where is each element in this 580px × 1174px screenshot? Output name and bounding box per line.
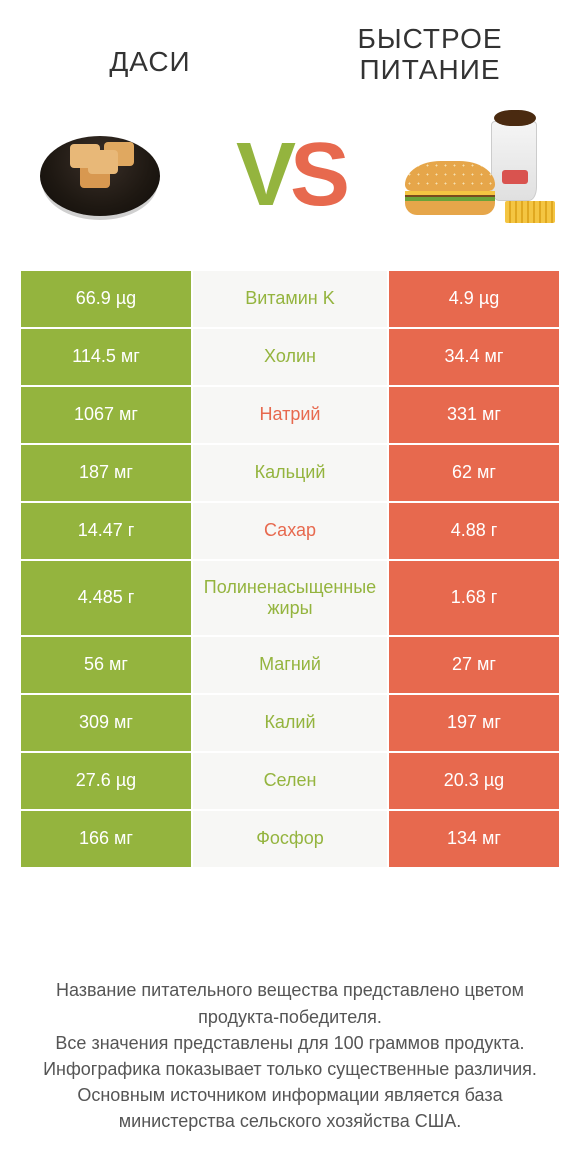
vs-s: S	[290, 124, 344, 227]
cell-right-value: 1.68 г	[389, 561, 559, 637]
cell-right-value: 20.3 µg	[389, 753, 559, 811]
cell-nutrient-label: Селен	[191, 753, 389, 811]
cell-right-value: 62 мг	[389, 445, 559, 503]
cell-left-value: 27.6 µg	[21, 753, 191, 811]
table-row: 4.485 гПолиненасыщенные жиры1.68 г	[21, 561, 559, 637]
cell-right-value: 134 мг	[389, 811, 559, 869]
cell-right-value: 34.4 мг	[389, 329, 559, 387]
footer-line-1: Название питательного вещества представл…	[28, 977, 552, 1029]
burger-icon	[405, 161, 495, 221]
food-image-right	[400, 116, 560, 236]
header-left: ДАСИ	[10, 24, 290, 86]
cell-left-value: 166 мг	[21, 811, 191, 869]
food-image-left	[20, 116, 180, 236]
cell-nutrient-label: Сахар	[191, 503, 389, 561]
table-row: 66.9 µgВитамин K4.9 µg	[21, 271, 559, 329]
fastfood-icon	[405, 121, 555, 231]
cell-left-value: 14.47 г	[21, 503, 191, 561]
footer-line-4: Основным источником информации является …	[28, 1082, 552, 1134]
fries-icon	[505, 201, 555, 223]
cell-nutrient-label: Натрий	[191, 387, 389, 445]
footer-text: Название питательного вещества представл…	[0, 977, 580, 1134]
cell-left-value: 309 мг	[21, 695, 191, 753]
cell-left-value: 4.485 г	[21, 561, 191, 637]
vs-label: VS	[236, 124, 344, 227]
cell-right-value: 27 мг	[389, 637, 559, 695]
table-row: 187 мгКальций62 мг	[21, 445, 559, 503]
table-row: 114.5 мгХолин34.4 мг	[21, 329, 559, 387]
cell-nutrient-label: Полиненасыщенные жиры	[191, 561, 389, 637]
cell-left-value: 114.5 мг	[21, 329, 191, 387]
cell-nutrient-label: Кальций	[191, 445, 389, 503]
bowl-icon	[40, 136, 160, 216]
cell-left-value: 187 мг	[21, 445, 191, 503]
images-row: VS	[0, 86, 580, 246]
footer-line-3: Инфографика показывает только существенн…	[28, 1056, 552, 1082]
cell-right-value: 4.9 µg	[389, 271, 559, 329]
cell-nutrient-label: Магний	[191, 637, 389, 695]
header-right: БЫСТРОЕ ПИТАНИЕ	[290, 24, 570, 86]
cell-left-value: 66.9 µg	[21, 271, 191, 329]
cup-icon	[491, 121, 537, 201]
header-right-line2: ПИТАНИЕ	[290, 55, 570, 86]
footer-line-2: Все значения представлены для 100 граммо…	[28, 1030, 552, 1056]
table-row: 1067 мгНатрий331 мг	[21, 387, 559, 445]
table-row: 14.47 гСахар4.88 г	[21, 503, 559, 561]
vs-v: V	[236, 124, 290, 227]
table-row: 56 мгМагний27 мг	[21, 637, 559, 695]
header-row: ДАСИ БЫСТРОЕ ПИТАНИЕ	[0, 0, 580, 86]
table-row: 309 мгКалий197 мг	[21, 695, 559, 753]
cell-right-value: 197 мг	[389, 695, 559, 753]
cell-nutrient-label: Калий	[191, 695, 389, 753]
nutrition-table: 66.9 µgВитамин K4.9 µg114.5 мгХолин34.4 …	[20, 270, 560, 870]
header-right-line1: БЫСТРОЕ	[290, 24, 570, 55]
cell-nutrient-label: Холин	[191, 329, 389, 387]
cell-right-value: 4.88 г	[389, 503, 559, 561]
cell-nutrient-label: Фосфор	[191, 811, 389, 869]
cell-left-value: 1067 мг	[21, 387, 191, 445]
cell-nutrient-label: Витамин K	[191, 271, 389, 329]
table-row: 166 мгФосфор134 мг	[21, 811, 559, 869]
table-row: 27.6 µgСелен20.3 µg	[21, 753, 559, 811]
cell-left-value: 56 мг	[21, 637, 191, 695]
cell-right-value: 331 мг	[389, 387, 559, 445]
